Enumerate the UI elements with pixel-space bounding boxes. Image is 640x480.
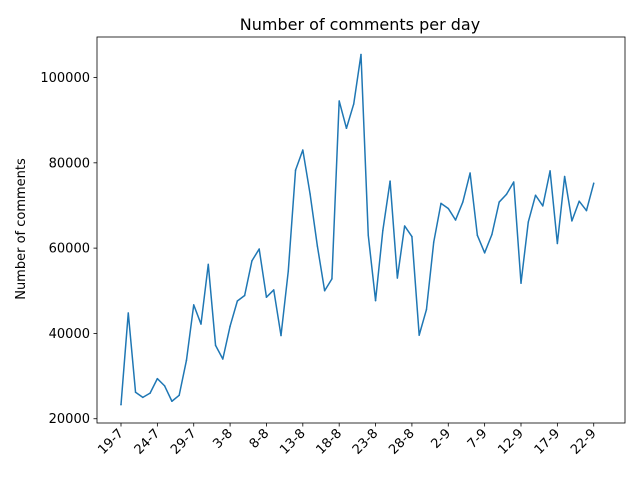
data-point (360, 53, 362, 56)
data-point (396, 277, 399, 279)
data-point (367, 234, 370, 237)
data-point (345, 127, 348, 130)
data-point (498, 201, 500, 203)
data-point (178, 394, 180, 397)
x-tick-label: 23-8 (350, 426, 381, 457)
data-point (556, 242, 559, 245)
x-tick-label: 22-9 (568, 426, 599, 457)
data-point (512, 181, 515, 183)
data-point (171, 400, 173, 402)
data-point (411, 235, 413, 238)
x-tick-label: 24-7 (132, 426, 163, 457)
data-point (149, 392, 151, 394)
x-tick-label: 8-8 (247, 426, 273, 452)
data-point (258, 248, 260, 250)
data-point (134, 391, 137, 394)
x-tick-label: 2-9 (428, 426, 454, 452)
data-point (352, 103, 355, 105)
data-point (243, 294, 246, 297)
y-tick-label: 40000 (49, 327, 90, 342)
data-point (309, 193, 311, 195)
data-point (505, 193, 508, 196)
data-point (520, 282, 522, 284)
y-axis-label: Number of comments (14, 158, 29, 300)
data-point (120, 403, 122, 406)
series-line (120, 53, 595, 406)
data-point (447, 207, 450, 210)
data-point (403, 225, 406, 227)
data-point (425, 308, 428, 311)
data-point (163, 385, 166, 387)
data-point (331, 278, 333, 280)
x-axis: 19-7 24-7 29-7 3-8 8-8 13-8 18-8 23-8 28-8 2-9 7-9… (95, 423, 600, 458)
data-point (272, 289, 275, 291)
data-point (142, 396, 144, 399)
data-point (214, 344, 217, 347)
data-point (316, 245, 319, 247)
plot-frame (96, 36, 626, 424)
data-point (563, 175, 566, 178)
y-tick-label: 80000 (49, 156, 90, 171)
x-tick-label: 28-8 (386, 426, 417, 457)
data-point (127, 312, 130, 314)
data-point (287, 270, 290, 272)
data-point (571, 220, 573, 222)
data-points (120, 53, 595, 406)
data-point (382, 229, 384, 232)
data-point (476, 234, 479, 237)
data-point (491, 233, 493, 236)
data-point (338, 100, 340, 102)
x-tick-label: 17-9 (532, 426, 563, 457)
x-tick-label: 13-8 (277, 426, 308, 457)
y-tick-label: 60000 (49, 242, 90, 257)
data-point (222, 358, 224, 360)
data-point (280, 334, 282, 337)
data-point (585, 209, 588, 212)
data-point (302, 149, 304, 151)
data-point (592, 182, 595, 185)
data-point (251, 260, 253, 262)
data-point (432, 241, 435, 243)
data-point (389, 180, 391, 182)
data-point (462, 201, 464, 203)
data-point (527, 221, 530, 223)
y-tick-label: 20000 (49, 412, 90, 427)
x-tick-label: 19-7 (95, 426, 126, 457)
data-point (229, 325, 231, 327)
y-axis: 20000 40000 60000 80000 100000 (40, 71, 97, 427)
chart-title: Number of comments per day (240, 15, 480, 34)
data-point (156, 377, 159, 380)
x-tick-label: 3-8 (210, 426, 236, 452)
data-point (542, 205, 544, 207)
data-point (374, 299, 377, 302)
data-point (200, 323, 202, 325)
x-tick-label: 7-9 (465, 426, 491, 452)
data-point (294, 169, 297, 171)
data-point (207, 263, 210, 266)
data-point (192, 304, 195, 306)
data-point (236, 300, 239, 302)
data-point (185, 359, 188, 362)
data-point (323, 290, 326, 292)
data-point (578, 200, 580, 202)
data-point (469, 172, 471, 174)
data-point (483, 252, 486, 254)
data-point (549, 170, 551, 172)
x-tick-label: 18-8 (314, 426, 345, 457)
x-tick-label: 12-9 (495, 426, 526, 457)
data-point (265, 296, 268, 298)
data-point (534, 194, 537, 196)
data-point (418, 334, 420, 336)
y-tick-label: 100000 (40, 71, 90, 86)
data-point (440, 202, 442, 205)
x-tick-label: 29-7 (168, 426, 199, 457)
data-point (454, 219, 457, 221)
